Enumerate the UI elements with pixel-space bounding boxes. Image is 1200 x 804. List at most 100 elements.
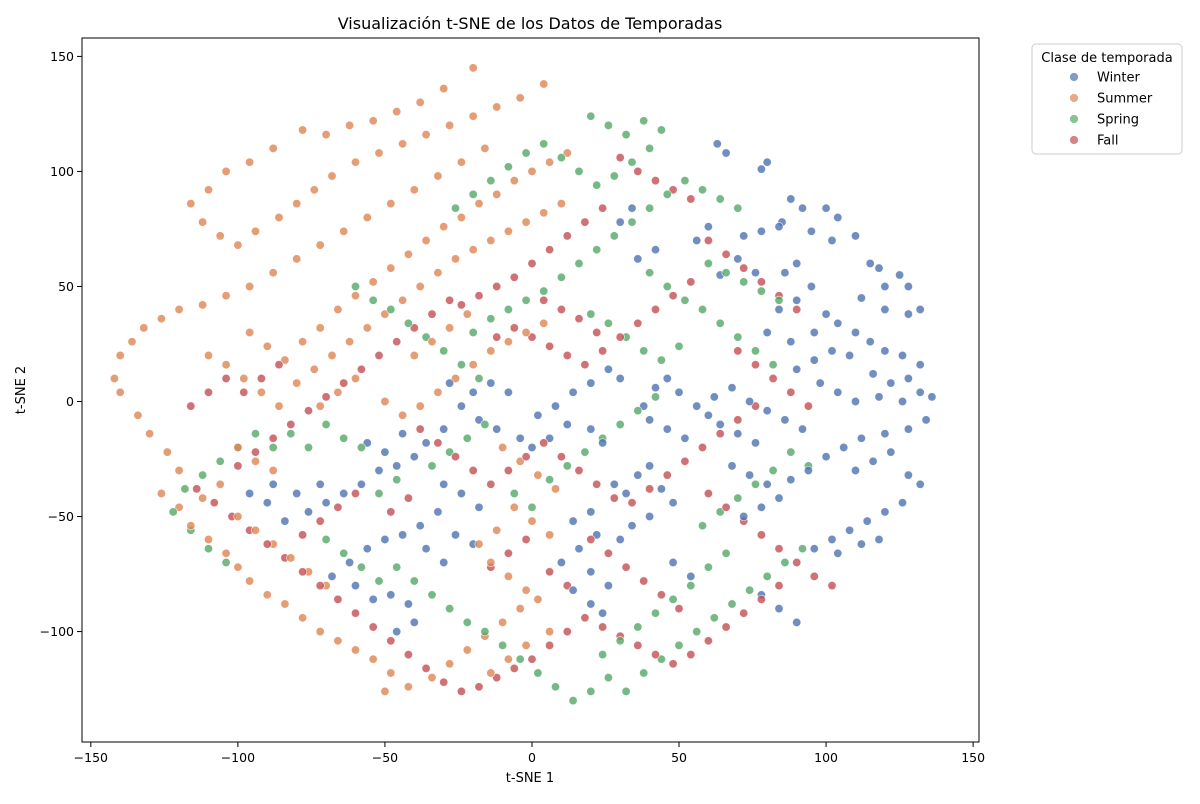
y-axis-label: t-SNE 2 (14, 366, 29, 414)
scatter-point-fall (545, 640, 555, 650)
scatter-point-spring (568, 696, 578, 706)
scatter-point-winter (780, 268, 790, 278)
scatter-point-winter (774, 493, 784, 503)
scatter-point-spring (768, 360, 778, 370)
scatter-point-fall (686, 650, 696, 660)
scatter-point-winter (433, 507, 443, 517)
scatter-point-spring (450, 203, 461, 213)
scatter-point-fall (756, 277, 766, 287)
scatter-point-winter (615, 373, 625, 384)
scatter-point-spring (703, 258, 713, 269)
scatter-point-spring (592, 245, 602, 255)
scatter-point-fall (456, 300, 466, 310)
scatter-point-summer (186, 521, 196, 531)
scatter-point-winter (615, 217, 625, 227)
scatter-point-fall (592, 479, 602, 489)
scatter-point-spring (286, 429, 296, 439)
scatter-point-fall (756, 594, 766, 604)
scatter-point-fall (250, 447, 261, 457)
scatter-point-summer (433, 387, 443, 397)
scatter-point-fall (239, 387, 249, 397)
scatter-point-spring (215, 456, 225, 466)
scatter-point-summer (145, 429, 155, 439)
scatter-point-spring (586, 686, 596, 696)
scatter-point-winter (868, 369, 878, 379)
scatter-point-winter (786, 475, 796, 485)
scatter-point-fall (450, 452, 461, 462)
scatter-point-spring (515, 654, 525, 664)
scatter-point-winter (774, 222, 784, 232)
scatter-point-spring (674, 640, 684, 650)
scatter-point-spring (639, 116, 649, 126)
scatter-point-fall (356, 364, 366, 374)
scatter-point-fall (562, 627, 572, 637)
scatter-point-winter (880, 346, 890, 356)
scatter-point-fall (733, 346, 743, 356)
scatter-point-fall (574, 465, 584, 476)
scatter-point-fall (303, 406, 314, 416)
scatter-point-winter (715, 419, 725, 430)
scatter-point-winter (897, 350, 908, 361)
scatter-point-summer (233, 442, 243, 453)
scatter-point-fall (421, 663, 431, 673)
scatter-point-winter (750, 268, 761, 278)
scatter-point-spring (656, 125, 666, 135)
scatter-point-winter (865, 337, 875, 347)
scatter-point-winter (762, 327, 772, 338)
scatter-point-spring (621, 686, 631, 696)
scatter-point-winter (650, 245, 661, 255)
scatter-point-spring (668, 594, 678, 604)
scatter-point-spring (645, 268, 655, 278)
scatter-point-winter (739, 511, 749, 522)
legend-label-summer: Summer (1097, 92, 1153, 107)
scatter-point-summer (386, 263, 396, 273)
scatter-point-spring (745, 585, 755, 595)
scatter-point-summer (233, 240, 243, 250)
scatter-point-spring (427, 590, 437, 600)
scatter-point-winter (874, 392, 884, 402)
scatter-point-fall (627, 498, 637, 508)
scatter-point-spring (627, 157, 637, 167)
legend-items: Winter Summer Spring Fall (1069, 71, 1153, 149)
scatter-point-summer (162, 447, 172, 457)
scatter-point-fall (521, 452, 531, 462)
scatter-point-summer (133, 410, 143, 420)
scatter-point-summer (550, 484, 561, 494)
scatter-point-fall (633, 318, 643, 328)
scatter-point-winter (556, 557, 566, 568)
scatter-point-summer (115, 350, 125, 361)
scatter-point-winter (797, 203, 808, 213)
scatter-point-summer (527, 166, 537, 176)
scatter-point-summer (292, 199, 302, 209)
scatter-point-winter (315, 479, 325, 489)
scatter-point-summer (245, 327, 255, 338)
scatter-point-fall (539, 295, 549, 305)
scatter-point-fall (750, 360, 761, 370)
y-axis: −100 −50 0 50 100 150 (40, 49, 82, 639)
scatter-point-fall (545, 245, 555, 255)
scatter-point-winter (874, 534, 884, 545)
scatter-point-fall (445, 295, 455, 305)
scatter-point-summer (362, 323, 372, 333)
scatter-point-summer (245, 576, 255, 586)
scatter-point-winter (598, 608, 608, 618)
scatter-point-spring (615, 636, 625, 646)
scatter-point-fall (598, 346, 608, 356)
scatter-point-summer (345, 337, 355, 347)
scatter-point-summer (398, 139, 408, 149)
scatter-point-fall (350, 488, 361, 499)
scatter-point-winter (733, 254, 743, 264)
scatter-point-winter (733, 429, 743, 439)
scatter-point-spring (356, 562, 366, 572)
scatter-point-fall (598, 203, 608, 213)
scatter-point-fall (598, 622, 608, 632)
scatter-point-spring (686, 581, 696, 591)
scatter-point-winter (486, 378, 496, 388)
scatter-point-summer (280, 599, 290, 609)
scatter-point-summer (298, 337, 308, 347)
scatter-point-winter (692, 401, 702, 411)
scatter-point-winter (833, 387, 843, 397)
scatter-point-summer (250, 226, 261, 236)
scatter-point-winter (280, 516, 290, 526)
